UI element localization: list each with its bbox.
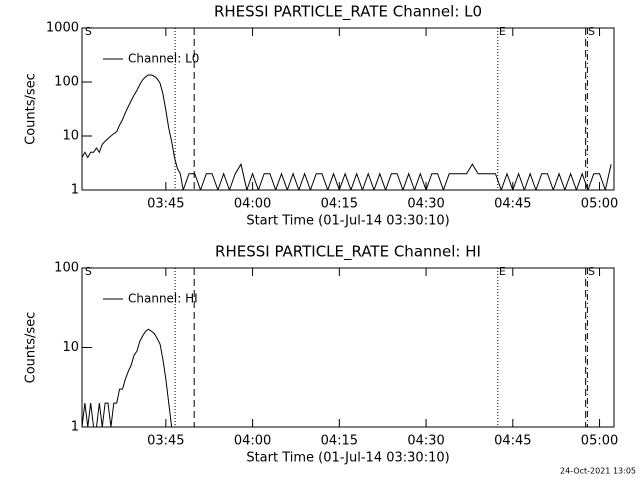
annotation: S bbox=[588, 265, 595, 278]
plot-frame bbox=[81, 27, 615, 191]
x-tick-label: 04:30 bbox=[407, 434, 444, 449]
x-tick-label: 04:15 bbox=[321, 434, 358, 449]
footer: 24-Oct-2021 13:05 bbox=[560, 467, 636, 476]
series-line bbox=[82, 328, 173, 427]
chart-title: RHESSI PARTICLE_RATE Channel: L0 bbox=[214, 3, 482, 22]
y-tick-label: 1 bbox=[71, 183, 79, 198]
annotation: S bbox=[588, 25, 595, 38]
y-axis-label: Counts/sec bbox=[24, 312, 39, 384]
x-tick-label: 03:45 bbox=[147, 197, 184, 212]
x-tick-label: 04:30 bbox=[407, 197, 444, 212]
y-tick-label: 100 bbox=[54, 75, 79, 90]
y-tick-label: 100 bbox=[54, 261, 79, 276]
chart-title: RHESSI PARTICLE_RATE Channel: HI bbox=[215, 243, 481, 262]
x-axis-label: Start Time (01-Jul-14 03:30:10) bbox=[246, 214, 449, 229]
annotation: E bbox=[499, 25, 506, 38]
x-tick-label: 04:45 bbox=[494, 434, 531, 449]
x-tick-label: 04:15 bbox=[321, 197, 358, 212]
annotation: E bbox=[499, 265, 506, 278]
series-line bbox=[82, 74, 612, 190]
y-axis-label: Counts/sec bbox=[24, 73, 39, 145]
y-tick-label: 10 bbox=[62, 340, 79, 355]
y-tick-label: 1 bbox=[71, 420, 79, 435]
x-tick-label: 04:45 bbox=[494, 197, 531, 212]
legend-label: Channel: HI bbox=[128, 292, 198, 306]
y-tick-label: 1000 bbox=[46, 21, 79, 36]
x-axis-label: Start Time (01-Jul-14 03:30:10) bbox=[246, 451, 449, 466]
legend-label: Channel: L0 bbox=[128, 52, 199, 66]
x-tick-label: 04:00 bbox=[234, 197, 271, 212]
x-tick-label: 04:00 bbox=[234, 434, 271, 449]
y-tick-label: 10 bbox=[62, 129, 79, 144]
annotation: S bbox=[85, 265, 92, 278]
x-tick-label: 05:00 bbox=[581, 434, 618, 449]
x-tick-label: 03:45 bbox=[147, 434, 184, 449]
annotation: S bbox=[85, 25, 92, 38]
x-tick-label: 05:00 bbox=[581, 197, 618, 212]
